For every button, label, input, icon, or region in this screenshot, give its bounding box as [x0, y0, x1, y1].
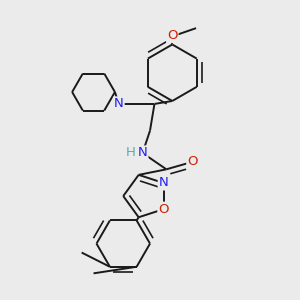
Text: O: O	[158, 203, 169, 216]
Text: O: O	[187, 155, 198, 168]
Text: H: H	[126, 146, 136, 160]
Text: N: N	[159, 176, 169, 190]
Text: O: O	[167, 29, 178, 42]
Text: N: N	[114, 98, 124, 110]
Text: N: N	[138, 146, 147, 160]
